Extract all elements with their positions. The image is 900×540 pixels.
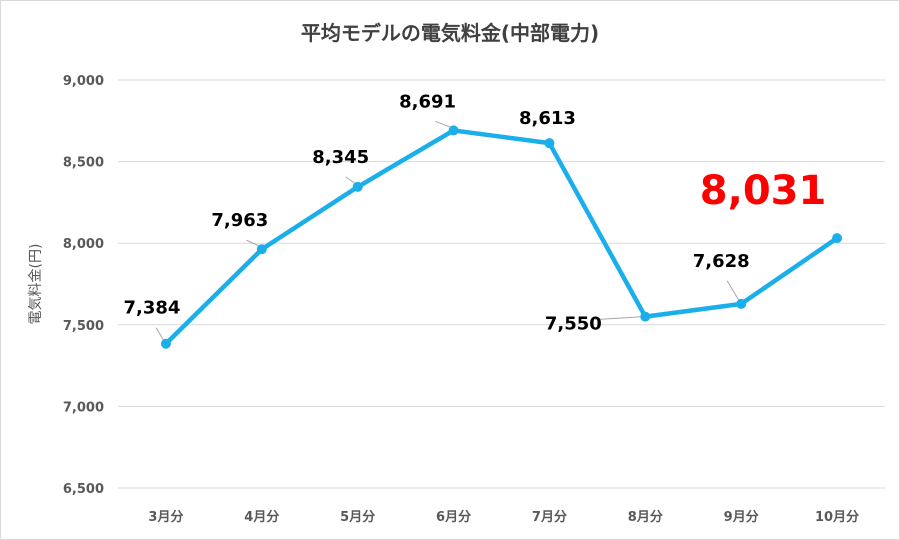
y-tick-label: 7,500 bbox=[63, 319, 104, 334]
data-point bbox=[640, 311, 651, 322]
data-point bbox=[256, 244, 267, 255]
data-point bbox=[448, 125, 459, 136]
data-label: 7,550 bbox=[545, 314, 602, 335]
data-point bbox=[832, 233, 843, 244]
x-tick-label: 6月分 bbox=[436, 509, 471, 525]
label-leader bbox=[345, 176, 356, 185]
data-point bbox=[544, 138, 555, 149]
data-point bbox=[352, 181, 363, 192]
chart-title: 平均モデルの電気料金(中部電力) bbox=[300, 21, 600, 45]
y-tick-label: 6,500 bbox=[63, 482, 104, 497]
x-tick-label: 3月分 bbox=[148, 509, 183, 525]
data-label: 7,963 bbox=[211, 210, 268, 231]
data-label: 7,384 bbox=[123, 298, 180, 319]
y-tick-label: 7,000 bbox=[63, 400, 104, 415]
data-point bbox=[736, 298, 747, 309]
gridlines bbox=[118, 79, 885, 489]
x-tick-label: 4月分 bbox=[244, 509, 279, 525]
label-leader bbox=[435, 120, 452, 128]
y-axis-label: 電気料金(円) bbox=[28, 244, 44, 325]
label-leader bbox=[155, 327, 165, 341]
y-tick-label: 8,500 bbox=[63, 156, 104, 171]
x-tick-label: 7月分 bbox=[532, 509, 567, 525]
y-tick-label: 8,000 bbox=[63, 237, 104, 252]
x-tick-label: 10月分 bbox=[815, 509, 859, 525]
x-tick-label: 9月分 bbox=[724, 509, 759, 525]
x-tick-label: 5月分 bbox=[340, 509, 375, 525]
label-leader bbox=[726, 280, 740, 302]
series-line bbox=[163, 128, 840, 346]
data-label: 8,613 bbox=[519, 108, 576, 129]
label-leader-lines bbox=[155, 120, 740, 341]
series-polyline bbox=[163, 128, 840, 346]
data-label: 8,345 bbox=[312, 147, 369, 168]
y-tick-label: 9,000 bbox=[63, 74, 104, 89]
data-labels: 7,384 7,963 8,345 8,691 8,613 7,550 7,628 8,031 bbox=[123, 91, 826, 334]
y-axis-ticks: 6,500 7,000 7,500 8,000 8,500 9,000 bbox=[63, 74, 104, 497]
label-leader bbox=[246, 239, 261, 247]
data-point bbox=[160, 338, 171, 349]
x-tick-label: 8月分 bbox=[628, 509, 663, 525]
data-label-highlight: 8,031 bbox=[700, 168, 827, 214]
label-leader bbox=[594, 316, 644, 321]
data-label: 7,628 bbox=[693, 251, 750, 272]
x-axis-categories: 3月分 4月分 5月分 6月分 7月分 8月分 9月分 10月分 bbox=[148, 509, 859, 525]
data-points bbox=[160, 125, 843, 349]
data-label: 8,691 bbox=[399, 91, 456, 112]
